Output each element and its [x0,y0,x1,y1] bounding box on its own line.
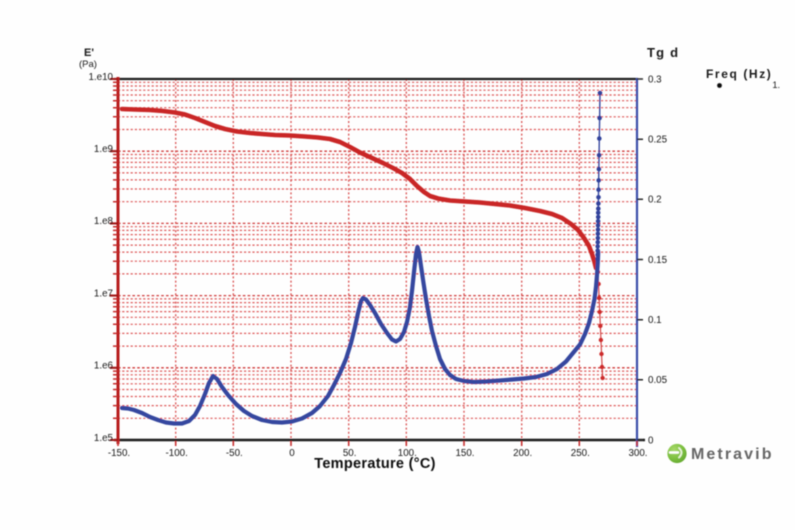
svg-text:0.25: 0.25 [648,135,668,146]
svg-text:1.e10: 1.e10 [88,72,113,83]
svg-text:(Pa): (Pa) [79,59,97,70]
svg-text:Tg d: Tg d [647,45,679,60]
svg-text:1.: 1. [772,80,780,90]
svg-text:Freq (Hz): Freq (Hz) [706,67,772,81]
svg-text:0.1: 0.1 [648,315,662,326]
svg-text:1.e6: 1.e6 [94,361,114,372]
svg-text:0: 0 [289,448,295,459]
svg-text:E': E' [84,47,94,59]
svg-text:-50.: -50. [226,448,243,459]
svg-text:-100.: -100. [165,448,187,459]
svg-text:1.e5: 1.e5 [94,433,114,444]
svg-text:50.: 50. [343,448,357,459]
svg-text:0.15: 0.15 [648,255,668,266]
svg-text:Metravib: Metravib [691,446,774,463]
svg-text:1.e8: 1.e8 [94,216,114,227]
svg-text:1.e7: 1.e7 [94,288,113,299]
svg-text:0.2: 0.2 [648,195,662,206]
svg-text:250.: 250. [571,448,590,459]
svg-text:Temperature (°C): Temperature (°C) [314,456,436,472]
svg-text:0.3: 0.3 [648,74,662,85]
svg-text:200.: 200. [513,448,532,459]
svg-text:100.: 100. [398,448,417,459]
svg-text:0.05: 0.05 [648,375,668,386]
svg-text:0: 0 [648,435,654,446]
svg-text:300.: 300. [628,448,647,459]
svg-text:150.: 150. [455,448,474,459]
svg-text:-150.: -150. [108,448,130,459]
svg-text:1.e9: 1.e9 [94,144,113,155]
